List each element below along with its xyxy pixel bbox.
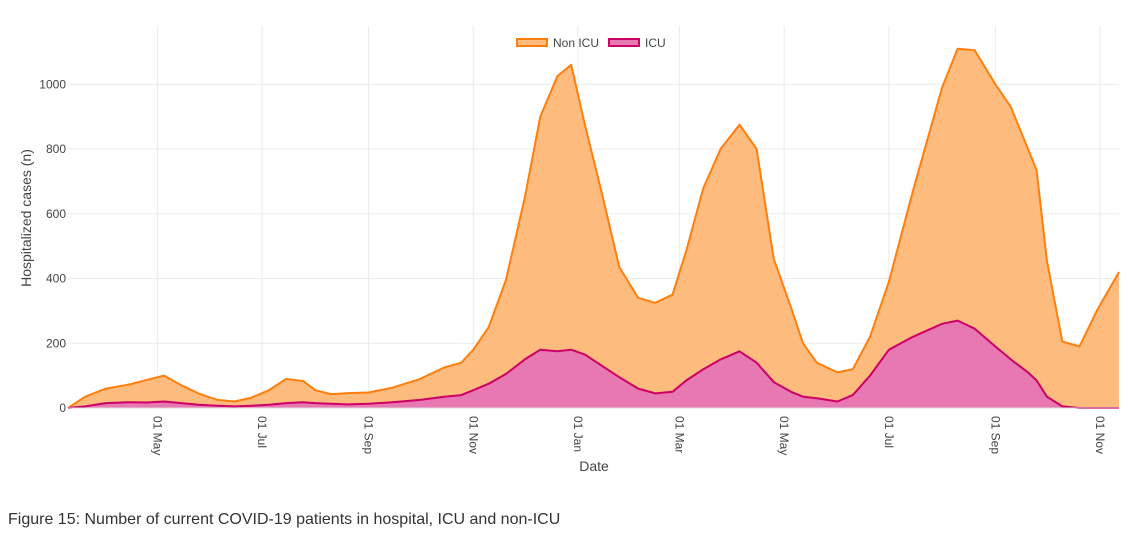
x-tick-label: 01 Jan [571,416,585,452]
x-tick-label: 01 Nov [1093,416,1107,454]
y-tick-label: 1000 [39,77,66,91]
x-tick-label: 01 Sep [362,416,376,454]
x-tick-label: 01 May [150,416,164,455]
x-tick-label: 01 Nov [466,416,480,454]
chart-container: 0 200 400 600 800 1000 01 May 01 Jul 01 Sep 01 No… [18,26,1120,474]
y-tick-label: 0 [59,401,66,415]
figure-caption: Figure 15: Number of current COVID-19 pa… [8,511,561,528]
legend-label-icu: ICU [645,36,666,50]
areas [67,47,1120,409]
x-tick-label: 01 Mar [672,416,686,453]
non-icu-area [68,48,1119,408]
y-tick-label: 600 [46,207,66,221]
legend-item-icu[interactable]: ICU [608,36,666,50]
x-tick-label: 01 Jul [255,416,269,448]
x-axis-title: Date [579,458,609,474]
y-axis-title: Hospitalized cases (n) [18,149,34,287]
legend-label-non-icu: Non ICU [553,36,599,50]
y-tick-label: 800 [46,142,66,156]
x-tick-label: 01 May [777,416,791,455]
y-tick-label: 200 [46,336,66,350]
axes: 0 200 400 600 800 1000 01 May 01 Jul 01 Sep 01 No… [39,77,1119,455]
non-icu-line [67,47,1120,409]
y-tick-label: 400 [46,272,66,286]
x-tick-label: 01 Jul [882,416,896,448]
icu-line [67,319,1119,409]
x-tick-label: 01 Sep [988,416,1002,454]
legend-swatch-icu [608,38,641,47]
legend[interactable]: Non ICU ICU [516,36,666,50]
legend-swatch-non-icu [516,38,548,47]
legend-item-non-icu[interactable]: Non ICU [516,36,599,50]
icu-area [68,320,1119,408]
area-chart: 0 200 400 600 800 1000 01 May 01 Jul 01 Sep 01 No… [18,26,1120,474]
